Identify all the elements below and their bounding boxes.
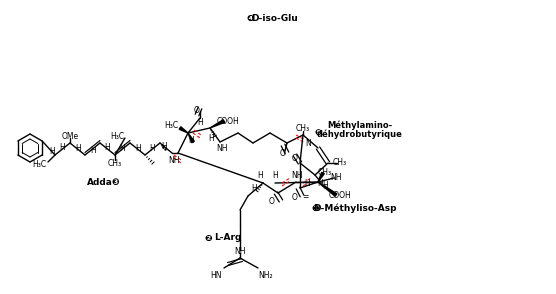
Text: NH₂: NH₂ [259,270,274,280]
Text: OMe: OMe [61,131,78,141]
Text: Adda: Adda [87,178,113,186]
Text: L-Arg: L-Arg [214,233,242,243]
Text: NH: NH [330,173,342,181]
Text: H: H [251,183,257,193]
Text: NH: NH [168,156,180,165]
Text: H: H [149,143,155,153]
Text: H₃C: H₃C [32,160,46,168]
Text: H: H [197,118,203,126]
Text: H: H [104,143,110,151]
Text: ❸: ❸ [111,178,119,186]
Text: H: H [317,178,323,188]
Text: déhydrobutyrique: déhydrobutyrique [317,129,403,139]
Text: O: O [292,153,298,163]
Polygon shape [210,120,225,128]
Text: HN: HN [210,270,222,280]
Polygon shape [188,133,194,143]
Text: D-Méthyliso-Asp: D-Méthyliso-Asp [313,203,397,213]
Text: CH₃: CH₃ [108,158,122,168]
Text: H: H [135,143,141,153]
Text: H: H [272,171,278,180]
Polygon shape [318,182,337,196]
Text: H: H [119,143,125,153]
Text: H: H [208,133,214,143]
Text: NH: NH [234,248,246,256]
Text: COOH: COOH [217,116,240,126]
Text: H: H [75,143,81,153]
Text: H: H [188,136,194,144]
Text: O: O [280,148,286,158]
Text: H₃C: H₃C [110,131,124,141]
Text: Méthylamino-: Méthylamino- [327,120,393,130]
Text: H: H [49,146,55,156]
Text: H₃C: H₃C [164,121,178,129]
Text: COOH: COOH [329,191,351,200]
Text: H: H [257,171,263,180]
Text: ❹: ❹ [246,14,254,23]
Text: O: O [292,193,298,201]
Text: ❺: ❺ [315,128,321,136]
Text: CH₃: CH₃ [296,123,310,133]
Text: D-iso-Glu: D-iso-Glu [252,14,299,23]
Text: NH: NH [216,143,228,153]
Text: H: H [304,178,310,188]
Text: ❶: ❶ [311,203,319,213]
Polygon shape [318,172,324,182]
Text: H: H [322,181,328,190]
Text: ❷: ❷ [204,233,212,243]
Text: H: H [59,143,65,151]
Text: NH: NH [291,171,303,180]
Text: =: = [302,193,308,201]
Text: O: O [194,106,200,114]
Text: H: H [161,141,167,151]
Text: N: N [305,138,311,148]
Text: CH₃: CH₃ [318,168,332,176]
Polygon shape [179,127,188,133]
Text: H: H [90,146,96,155]
Text: O: O [269,198,275,206]
Text: CH₃: CH₃ [333,158,347,166]
